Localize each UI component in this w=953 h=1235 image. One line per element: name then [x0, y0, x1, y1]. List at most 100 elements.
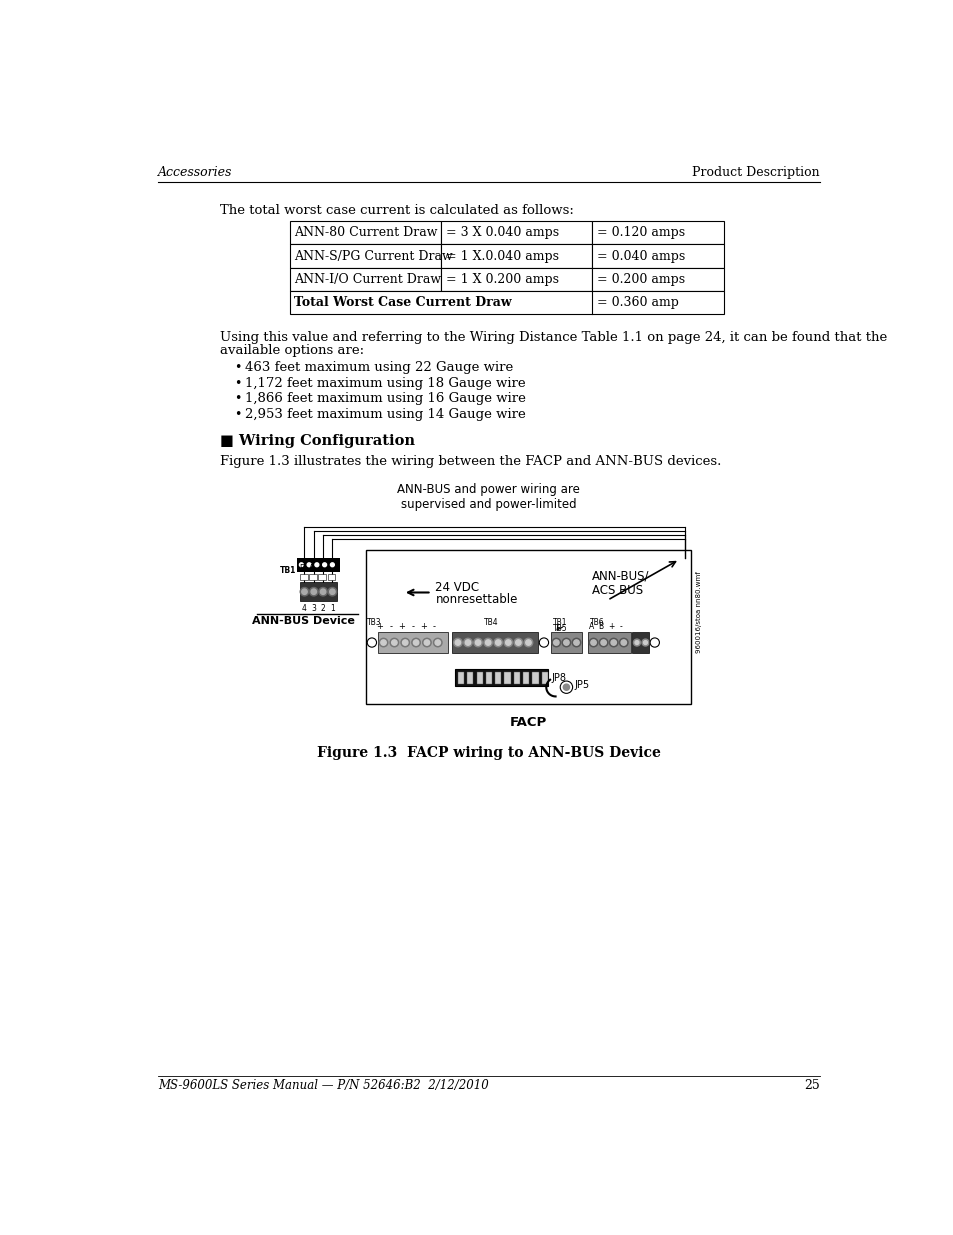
- Text: TB4: TB4: [483, 619, 497, 627]
- Circle shape: [330, 589, 335, 594]
- Text: •: •: [233, 408, 241, 421]
- Circle shape: [635, 641, 639, 645]
- Bar: [297, 558, 340, 572]
- Circle shape: [561, 638, 570, 647]
- Circle shape: [514, 638, 522, 647]
- Circle shape: [320, 589, 325, 594]
- Bar: [522, 672, 529, 684]
- Circle shape: [322, 563, 326, 567]
- Text: ANN-I/O Current Draw: ANN-I/O Current Draw: [294, 273, 441, 285]
- Text: = 3 X 0.040 amps: = 3 X 0.040 amps: [445, 226, 558, 240]
- Text: TB1: TB1: [552, 619, 566, 627]
- Circle shape: [609, 638, 618, 647]
- Text: = 1 X.0.040 amps: = 1 X.0.040 amps: [445, 249, 558, 263]
- Circle shape: [590, 640, 596, 645]
- Text: -: -: [433, 622, 438, 631]
- Text: ANN-BUS/
ACS BUS: ANN-BUS/ ACS BUS: [592, 569, 649, 598]
- Text: 2: 2: [320, 604, 325, 613]
- Circle shape: [589, 638, 598, 647]
- Text: A: A: [588, 622, 593, 631]
- Circle shape: [643, 641, 647, 645]
- Text: ANN-S/PG Current Draw: ANN-S/PG Current Draw: [294, 249, 453, 263]
- Text: nonresettable: nonresettable: [435, 593, 517, 606]
- Circle shape: [573, 640, 578, 645]
- Circle shape: [523, 638, 532, 647]
- Circle shape: [610, 640, 616, 645]
- Bar: [467, 672, 473, 684]
- Text: 1,172 feet maximum using 18 Gauge wire: 1,172 feet maximum using 18 Gauge wire: [245, 377, 525, 390]
- Text: -: -: [329, 564, 331, 573]
- Bar: [485, 672, 492, 684]
- Text: ANN-80 Current Draw: ANN-80 Current Draw: [294, 226, 437, 240]
- Text: B: B: [598, 622, 603, 631]
- Text: •: •: [233, 362, 241, 374]
- Circle shape: [600, 640, 606, 645]
- Circle shape: [475, 640, 480, 645]
- Circle shape: [633, 638, 639, 646]
- Text: +: +: [420, 622, 430, 631]
- Bar: [452, 632, 537, 653]
- Text: 25: 25: [803, 1079, 819, 1092]
- Bar: [513, 672, 519, 684]
- Circle shape: [379, 638, 387, 647]
- Circle shape: [330, 563, 334, 567]
- Circle shape: [367, 638, 376, 647]
- Text: A: A: [309, 564, 314, 573]
- Text: = 0.040 amps: = 0.040 amps: [596, 249, 684, 263]
- Text: B: B: [299, 564, 304, 573]
- Circle shape: [390, 638, 398, 647]
- Bar: [495, 672, 500, 684]
- Circle shape: [485, 640, 491, 645]
- Text: 960016/stoa nn80.wmf: 960016/stoa nn80.wmf: [696, 571, 701, 652]
- Text: TB5: TB5: [552, 625, 566, 634]
- Circle shape: [618, 638, 627, 647]
- Circle shape: [553, 640, 558, 645]
- Bar: [309, 574, 316, 580]
- Bar: [328, 574, 335, 580]
- Bar: [476, 672, 482, 684]
- Text: 4: 4: [302, 604, 307, 613]
- Bar: [455, 669, 547, 687]
- Text: +: +: [376, 622, 386, 631]
- Text: ANN-BUS Device: ANN-BUS Device: [252, 615, 355, 626]
- Circle shape: [422, 638, 431, 647]
- Circle shape: [465, 640, 470, 645]
- Text: •: •: [233, 377, 241, 390]
- Text: 24 VDC: 24 VDC: [435, 580, 479, 594]
- Text: 463 feet maximum using 22 Gauge wire: 463 feet maximum using 22 Gauge wire: [245, 362, 513, 374]
- Circle shape: [620, 640, 626, 645]
- Text: JP5: JP5: [574, 680, 589, 690]
- Text: Figure 1.3  FACP wiring to ANN-BUS Device: Figure 1.3 FACP wiring to ANN-BUS Device: [316, 746, 660, 761]
- Bar: [440, 221, 592, 245]
- Circle shape: [463, 638, 472, 647]
- Text: MS-9600LS Series Manual — P/N 52646:B2  2/12/2010: MS-9600LS Series Manual — P/N 52646:B2 2…: [158, 1079, 488, 1092]
- Text: 2,953 feet maximum using 14 Gauge wire: 2,953 feet maximum using 14 Gauge wire: [245, 408, 525, 421]
- Text: = 0.200 amps: = 0.200 amps: [596, 273, 684, 285]
- Circle shape: [474, 638, 482, 647]
- Bar: [365, 550, 691, 704]
- Circle shape: [495, 640, 500, 645]
- Bar: [290, 290, 723, 314]
- Text: = 0.360 amp: = 0.360 amp: [596, 295, 678, 309]
- Circle shape: [413, 640, 418, 645]
- Circle shape: [311, 589, 316, 594]
- Bar: [632, 632, 649, 653]
- Circle shape: [380, 640, 386, 645]
- Text: Total Worst Case Current Draw: Total Worst Case Current Draw: [294, 295, 512, 309]
- Circle shape: [328, 588, 336, 597]
- Circle shape: [299, 563, 303, 567]
- Bar: [592, 221, 723, 245]
- Bar: [532, 672, 537, 684]
- Circle shape: [402, 640, 408, 645]
- Text: 1: 1: [330, 604, 335, 613]
- Circle shape: [641, 638, 648, 646]
- Circle shape: [572, 638, 580, 647]
- Circle shape: [433, 638, 441, 647]
- Circle shape: [314, 563, 318, 567]
- Circle shape: [559, 680, 572, 693]
- Text: TB1: TB1: [279, 566, 295, 574]
- Bar: [290, 268, 440, 290]
- Bar: [592, 268, 723, 290]
- Circle shape: [598, 638, 607, 647]
- Text: TB6: TB6: [589, 619, 603, 627]
